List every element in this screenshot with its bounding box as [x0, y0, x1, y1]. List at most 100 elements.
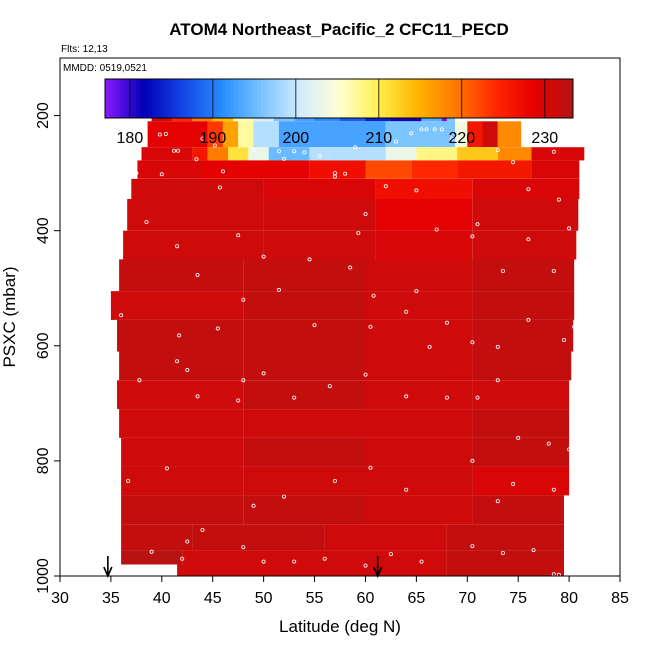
sample-point [348, 265, 353, 270]
colorbar-swatch [175, 79, 180, 118]
heatmap-cell [472, 380, 570, 410]
colorbar-swatch [522, 79, 527, 118]
dates-label: MMDD: 0519,0521 [63, 63, 147, 74]
sample-point [251, 148, 256, 153]
heatmap-cell [497, 121, 522, 148]
colorbar-swatch [163, 79, 168, 118]
colorbar-swatch [108, 79, 114, 118]
colorbar-swatch [307, 79, 313, 118]
colorbar-swatch [557, 79, 562, 118]
sample-points [114, 127, 577, 577]
sample-point [144, 219, 149, 224]
sample-point [343, 171, 348, 176]
heatmap-cell [385, 147, 417, 161]
sample-point [404, 394, 409, 399]
x-tick-label: 85 [611, 590, 629, 607]
x-tick-label: 35 [102, 590, 120, 607]
sample-point [495, 499, 500, 504]
heatmap-cell [365, 291, 473, 320]
sample-point [261, 371, 266, 376]
heatmap-cell [497, 147, 532, 161]
colorbar-swatch [444, 79, 449, 118]
colorbar-swatch [155, 79, 161, 118]
colorbar-swatch [530, 79, 535, 118]
colorbar-tick-label: 200 [282, 130, 309, 147]
heatmap-cell [309, 160, 366, 179]
sample-point [281, 156, 286, 161]
colorbar-swatch [541, 79, 547, 118]
sample-point [200, 528, 205, 533]
heatmap-cell [202, 160, 310, 179]
colorbar-swatch [502, 79, 508, 118]
heatmap-cell [110, 291, 244, 320]
colorbar-swatch [358, 79, 363, 118]
heatmap-cell [472, 259, 575, 292]
colorbar-swatch [147, 79, 153, 118]
sample-point [241, 378, 246, 383]
heatmap-cell [131, 178, 264, 199]
sample-point [511, 160, 516, 165]
colorbar-swatch [491, 79, 496, 118]
colorbar-swatch [253, 79, 258, 118]
heatmap-cell [222, 121, 239, 148]
x-tick-label: 30 [51, 590, 69, 607]
sample-point [126, 478, 131, 483]
sample-point [424, 127, 429, 132]
colorbar-swatch [288, 79, 293, 118]
colorbar-swatch [268, 79, 274, 118]
heatmap-cell [365, 409, 473, 438]
heatmap-cell [531, 160, 580, 179]
colorbar: 180 190 200 210 220 230 [104, 78, 574, 147]
heatmap-cell [119, 351, 244, 381]
x-tick-label: 45 [204, 590, 222, 607]
sample-point [371, 293, 376, 298]
colorbar-swatch [327, 79, 332, 118]
chart-title: ATOM4 Northeast_Pacific_2 CFC11_PECD [169, 20, 509, 39]
sample-point [414, 188, 419, 193]
sample-point [292, 395, 297, 400]
colorbar-frame [104, 78, 574, 119]
colorbar-swatch [456, 79, 461, 118]
sample-point [388, 552, 393, 557]
heatmap-cell [243, 409, 366, 438]
sample-point [149, 549, 154, 554]
colorbar-swatch [409, 79, 414, 118]
sample-point [332, 174, 337, 179]
sample-point [194, 157, 199, 162]
colorbar-tick-label: 230 [531, 130, 558, 147]
sample-point [241, 297, 246, 302]
sample-point [556, 197, 561, 202]
colorbar-swatch [124, 79, 129, 118]
x-axis: 30 35 40 45 50 55 60 65 70 75 80 85 [51, 576, 629, 607]
heatmap-cell [472, 495, 564, 525]
heatmap-cell [238, 121, 254, 148]
heatmap-cell [243, 495, 366, 525]
colorbar-swatch [233, 79, 239, 118]
heatmap-cell [268, 147, 310, 161]
colorbar-swatch [183, 79, 188, 118]
colorbar-swatch [487, 79, 492, 118]
colorbar-swatch [194, 79, 200, 118]
sample-point [171, 148, 176, 153]
x-tick-label: 55 [306, 590, 324, 607]
heatmap-cell [141, 147, 193, 161]
heatmap-cell [121, 466, 244, 496]
sample-point [134, 171, 139, 176]
heatmap-cell [375, 199, 473, 231]
sample-point [434, 227, 439, 232]
heatmap-cell [472, 319, 574, 352]
sample-point [356, 230, 361, 235]
x-tick-label: 50 [255, 590, 273, 607]
sample-point [137, 378, 142, 383]
colorbar-swatch [479, 79, 484, 118]
sample-point [175, 359, 180, 364]
colorbar-swatch [296, 79, 301, 118]
colorbar-swatch [428, 79, 434, 118]
heatmap-cell [375, 230, 473, 260]
colorbar-swatch [526, 79, 531, 118]
colorbar-swatch [257, 79, 262, 118]
x-axis-label: Latitude (deg N) [279, 617, 401, 636]
heatmap-cell [243, 437, 366, 467]
heatmap-cell [365, 466, 473, 496]
heatmap-cell [263, 178, 376, 199]
